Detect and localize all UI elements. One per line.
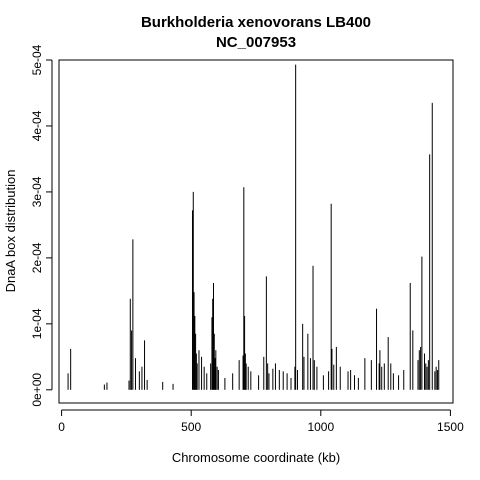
y-tick-label: 2e-04 — [30, 242, 44, 273]
x-tick-label: 1500 — [437, 420, 464, 434]
chart-subtitle: NC_007953 — [216, 34, 296, 51]
y-axis-ticks: 0e+00 1e-04 2e-04 3e-04 4e-04 5e-04 — [30, 44, 52, 407]
x-axis-label: Chromosome coordinate (kb) — [172, 450, 340, 465]
y-tick-label: 5e-04 — [30, 44, 44, 75]
y-tick-label: 3e-04 — [30, 176, 44, 207]
plot-frame — [58, 59, 454, 404]
x-tick-label: 0 — [58, 420, 65, 434]
y-tick-label: 1e-04 — [30, 308, 44, 339]
y-axis-label: DnaA box distribution — [3, 170, 18, 293]
y-tick-label: 4e-04 — [30, 110, 44, 141]
x-axis-ticks: 0 500 1000 1500 — [58, 410, 464, 434]
y-tick-label: 0e+00 — [30, 373, 44, 407]
spike-series — [67, 64, 440, 390]
x-tick-label: 500 — [181, 420, 201, 434]
chart-title: Burkholderia xenovorans LB400 — [141, 14, 371, 31]
x-tick-label: 1000 — [307, 420, 334, 434]
